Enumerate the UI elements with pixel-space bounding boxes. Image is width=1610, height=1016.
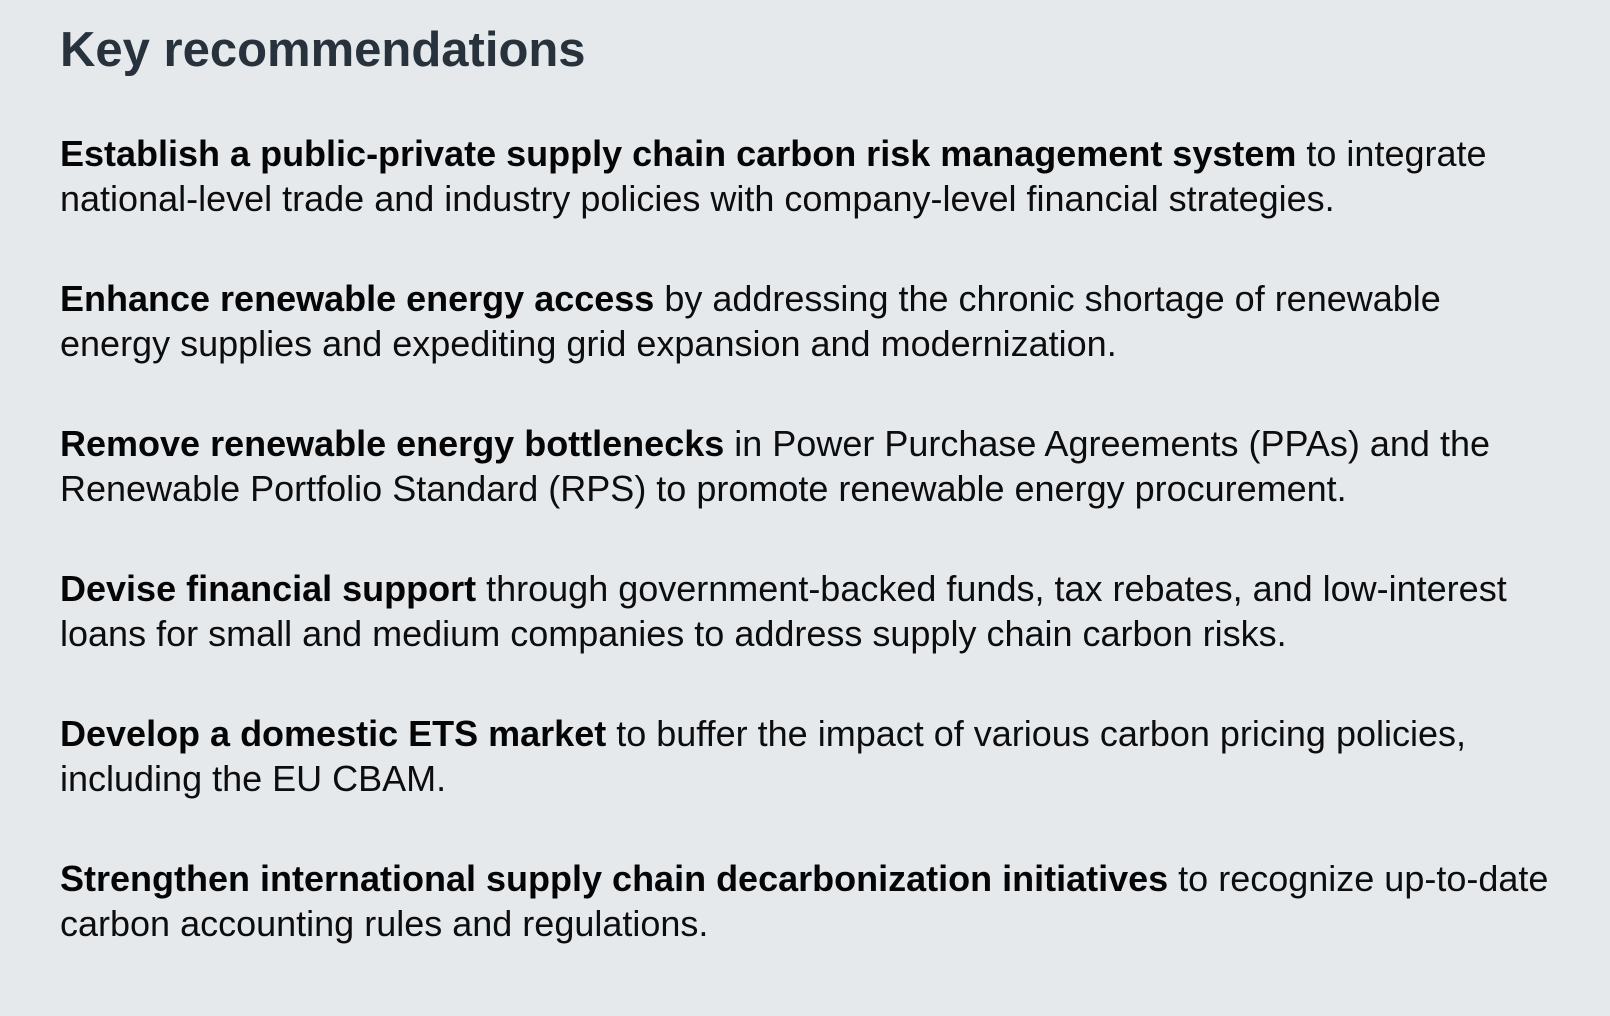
page-title: Key recommendations xyxy=(60,23,586,77)
recommendation-lead-text: Develop a domestic ETS market xyxy=(60,712,607,754)
recommendation-body-text: by addressing the chronic shortage of re… xyxy=(60,277,1441,364)
recommendations-list: Establish a public-private supply chain … xyxy=(60,131,1554,946)
recommendation-paragraph: Devise financial support through governm… xyxy=(60,566,1554,656)
recommendation-lead-text: Devise financial support xyxy=(60,567,477,609)
recommendation-lead-text: Establish a public-private supply chain … xyxy=(60,132,1297,174)
recommendation-paragraph: Remove renewable energy bottlenecks in P… xyxy=(60,421,1554,511)
recommendation-paragraph: Strengthen international supply chain de… xyxy=(60,856,1554,946)
recommendation-lead-text: Enhance renewable energy access xyxy=(60,277,655,319)
recommendation-paragraph: Enhance renewable energy access by addre… xyxy=(60,276,1554,366)
recommendation-lead-text: Strengthen international supply chain de… xyxy=(60,857,1169,899)
recommendation-body-text: through government-backed funds, tax reb… xyxy=(60,567,1507,654)
recommendation-lead-text: Remove renewable energy bottlenecks xyxy=(60,422,725,464)
recommendation-body-text: to integrate national-level trade and in… xyxy=(60,132,1487,219)
recommendation-body-text: to buffer the impact of various carbon p… xyxy=(60,712,1466,799)
recommendation-paragraph: Establish a public-private supply chain … xyxy=(60,131,1554,221)
recommendation-body-text: in Power Purchase Agreements (PPAs) and … xyxy=(60,422,1490,509)
recommendation-paragraph: Develop a domestic ETS market to buffer … xyxy=(60,711,1554,801)
recommendation-body-text: to recognize up-to-date carbon accountin… xyxy=(60,857,1549,944)
